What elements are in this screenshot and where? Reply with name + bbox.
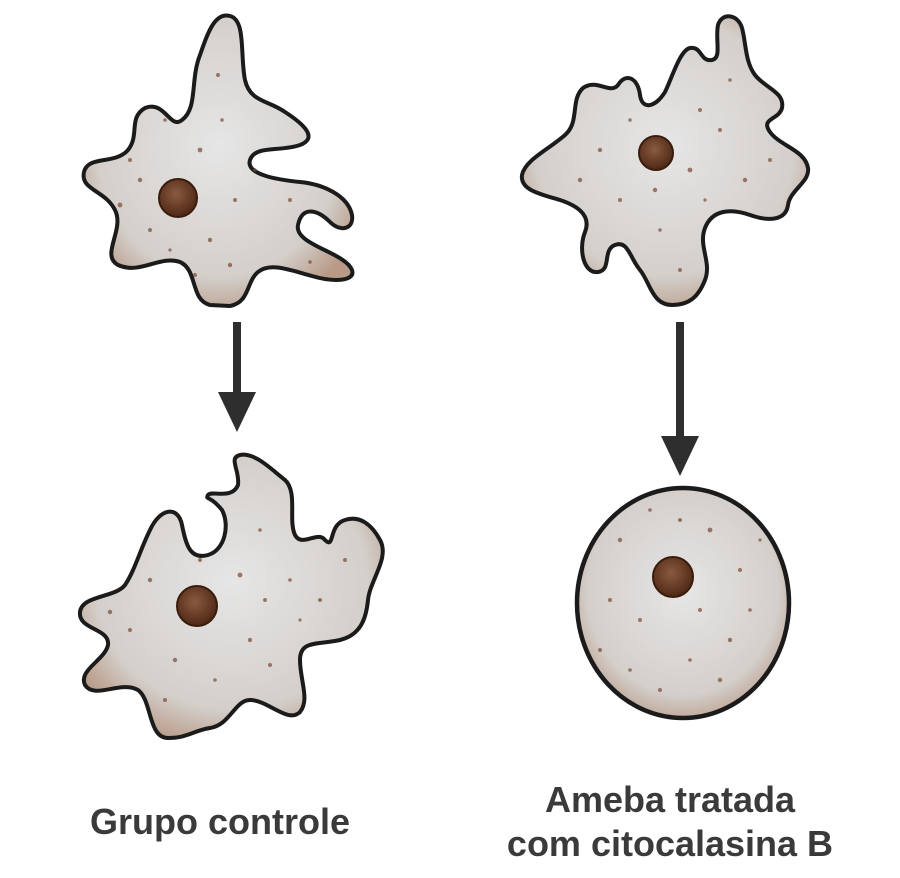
treated-nucleus-before xyxy=(638,135,674,171)
control-arrow xyxy=(218,322,256,432)
control-nucleus-before xyxy=(158,178,198,218)
treated-nucleus-after xyxy=(652,556,694,598)
treated-arrow xyxy=(661,322,699,476)
control-caption-line-1: Grupo controle xyxy=(90,801,350,842)
round-cell-icon xyxy=(574,485,792,721)
amoeba-icon xyxy=(78,452,385,740)
control-granules-after xyxy=(107,528,347,702)
treated-caption-line-1: Ameba tratada xyxy=(544,779,796,820)
control-group-caption: Grupo controle xyxy=(40,800,400,844)
treated-caption-line-2: com citocalasina B xyxy=(506,823,834,864)
treated-granules-after xyxy=(598,508,762,692)
down-arrow-icon xyxy=(661,436,699,476)
control-granules-before xyxy=(117,73,312,277)
control-amoeba-before xyxy=(81,13,355,308)
treated-amoeba-caption: Ameba tratada com citocalasina B xyxy=(470,778,870,866)
control-nucleus-after xyxy=(176,585,218,627)
treated-amoeba-before xyxy=(519,14,811,307)
treated-granules-before xyxy=(577,78,772,272)
treated-cell-after xyxy=(574,485,792,721)
down-arrow-icon xyxy=(218,392,256,432)
control-amoeba-after xyxy=(78,452,385,740)
amoeba-icon xyxy=(81,13,355,308)
